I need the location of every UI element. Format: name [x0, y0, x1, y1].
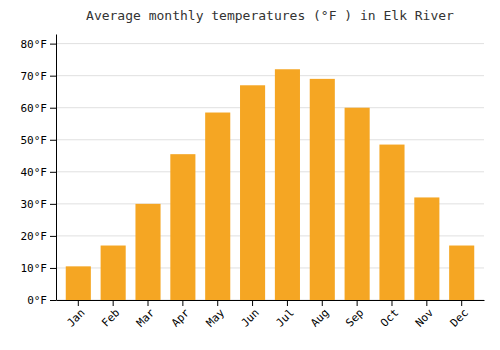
- tick-label: Mar: [134, 306, 158, 330]
- tick-label: 60°F: [21, 102, 48, 115]
- grid-line: [56, 75, 484, 76]
- y-tick: 50°F: [21, 134, 57, 147]
- chart-container: 0°F 10°F 20°F 30°F 40°F 50°F 60°F 70°F 80°F Jan Fe…: [0, 0, 500, 350]
- bars: [66, 69, 474, 300]
- tick-mark: [50, 300, 56, 301]
- tick-mark: [357, 300, 358, 306]
- y-tick: 40°F: [21, 166, 57, 179]
- tick-mark: [148, 300, 149, 306]
- tick-mark: [50, 108, 56, 109]
- tick-label: 80°F: [21, 38, 48, 51]
- chart-svg: 0°F 10°F 20°F 30°F 40°F 50°F 60°F 70°F 80°F Jan Fe…: [0, 0, 500, 350]
- tick-label: 0°F: [27, 294, 47, 307]
- tick-mark: [461, 300, 462, 306]
- tick-mark: [217, 300, 218, 306]
- tick-mark: [252, 300, 253, 306]
- x-tick: Aug: [308, 300, 331, 330]
- bar: [66, 266, 91, 300]
- tick-mark: [50, 236, 56, 237]
- grid-line: [56, 43, 484, 44]
- x-tick: Mar: [134, 300, 158, 330]
- tick-label: Sep: [343, 306, 366, 329]
- x-tick: Jan: [64, 300, 87, 330]
- y-axis: 0°F 10°F 20°F 30°F 40°F 50°F 60°F 70°F 80°F: [21, 35, 57, 308]
- bar: [205, 113, 230, 300]
- tick-label: Nov: [413, 306, 437, 330]
- grid-line: [56, 139, 484, 140]
- x-tick: Apr: [169, 300, 193, 330]
- bar: [170, 154, 195, 300]
- tick-label: Jun: [239, 306, 262, 329]
- grid-line: [56, 171, 484, 172]
- tick-mark: [50, 204, 56, 205]
- tick-label: Feb: [99, 306, 122, 329]
- y-tick: 60°F: [21, 102, 57, 115]
- tick-label: 10°F: [21, 262, 48, 275]
- tick-mark: [322, 300, 323, 306]
- bar: [449, 246, 474, 300]
- grid: [56, 44, 484, 300]
- x-tick: May: [204, 300, 228, 330]
- tick-label: Dec: [448, 306, 471, 329]
- bar: [135, 204, 160, 300]
- title: Average monthly temperatures (°F ) in El…: [86, 8, 454, 23]
- tick-mark: [50, 44, 56, 45]
- x-tick: Sep: [343, 300, 366, 330]
- tick-mark: [287, 300, 288, 306]
- tick-mark: [78, 300, 79, 306]
- tick-label: 20°F: [21, 230, 48, 243]
- tick-mark: [50, 140, 56, 141]
- bar: [310, 79, 335, 300]
- bar: [240, 85, 265, 300]
- tick-mark: [391, 300, 392, 306]
- axis-line: [56, 35, 57, 301]
- tick-mark: [426, 300, 427, 306]
- tick-mark: [50, 172, 56, 173]
- x-tick: Dec: [448, 300, 471, 330]
- y-tick: 10°F: [21, 262, 57, 275]
- tick-label: 30°F: [21, 198, 48, 211]
- x-tick: Jun: [239, 300, 262, 330]
- x-axis: Jan Feb Mar Apr May Jun Jul Aug Sep Oct Nov Dec: [57, 300, 485, 330]
- x-tick: Feb: [99, 300, 122, 330]
- bar: [101, 246, 126, 300]
- tick-label: May: [204, 306, 228, 330]
- tick-label: Aug: [308, 306, 331, 329]
- axis-line: [57, 300, 485, 301]
- tick-label: Oct: [378, 306, 401, 329]
- y-tick: 70°F: [21, 70, 57, 83]
- y-tick: 80°F: [21, 38, 57, 51]
- bar: [414, 197, 439, 300]
- tick-label: 70°F: [21, 70, 48, 83]
- tick-label: Jul: [273, 306, 296, 329]
- x-tick: Jul: [273, 300, 296, 330]
- tick-label: Jan: [64, 306, 87, 329]
- tick-mark: [50, 76, 56, 77]
- x-tick: Oct: [378, 300, 401, 330]
- tick-label: 40°F: [21, 166, 48, 179]
- tick-mark: [182, 300, 183, 306]
- bar: [345, 108, 370, 300]
- tick-mark: [50, 268, 56, 269]
- bar: [379, 145, 404, 300]
- tick-mark: [113, 300, 114, 306]
- tick-label: Apr: [169, 306, 193, 330]
- x-tick: Nov: [413, 300, 437, 330]
- bar: [275, 69, 300, 300]
- y-tick: 0°F: [27, 294, 56, 307]
- plot-area: 0°F 10°F 20°F 30°F 40°F 50°F 60°F 70°F 80°F Jan Fe…: [21, 35, 485, 330]
- y-tick: 20°F: [21, 230, 57, 243]
- tick-label: 50°F: [21, 134, 48, 147]
- grid-line: [56, 107, 484, 108]
- y-tick: 30°F: [21, 198, 57, 211]
